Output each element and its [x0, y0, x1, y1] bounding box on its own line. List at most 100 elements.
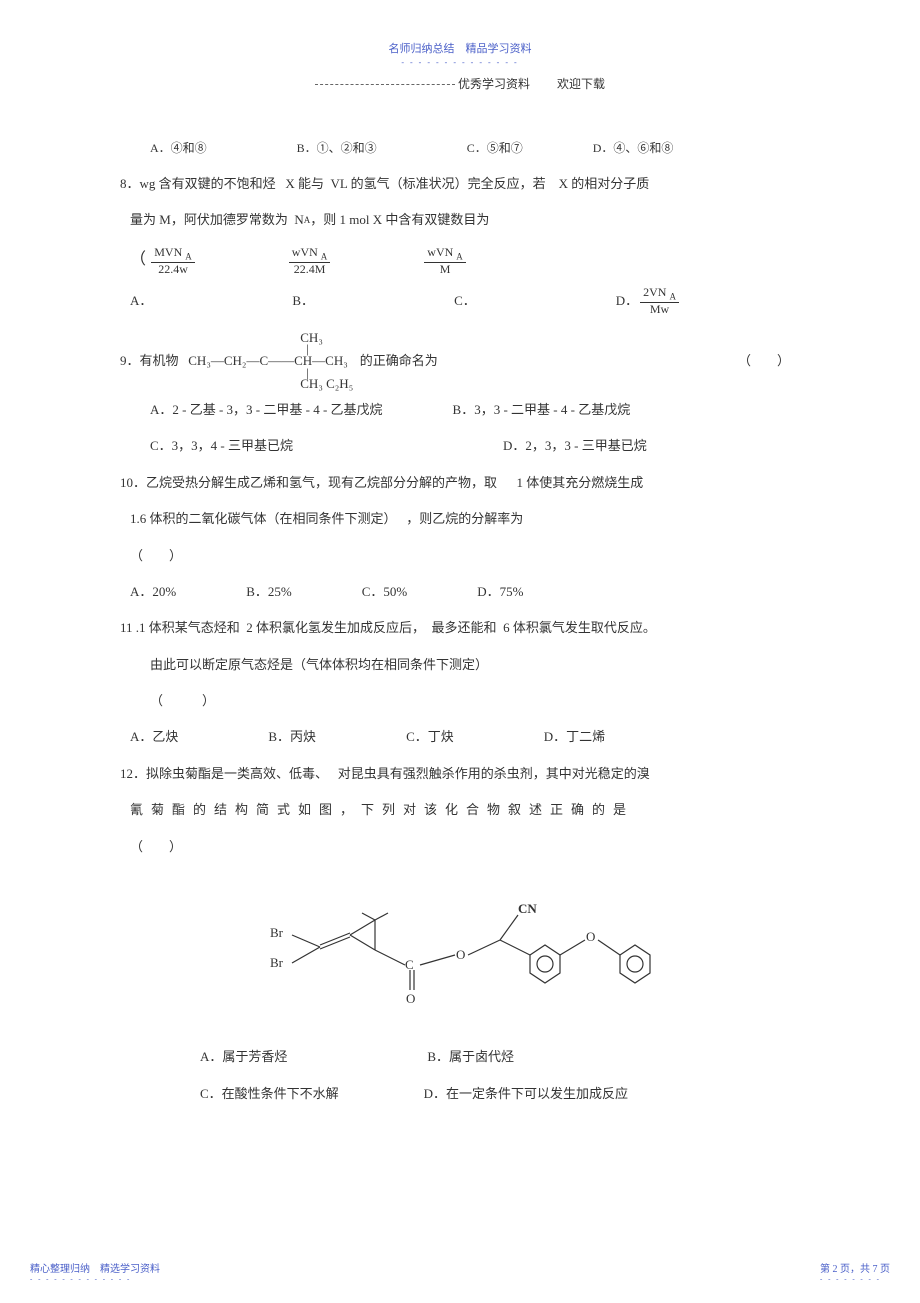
- footer-left-text: 精心整理归纳 精选学习资料: [30, 1264, 160, 1275]
- q12-s1a: 12．拟除虫菊酯是一类高效、低毒、: [120, 756, 328, 792]
- q11-optA: A．乙炔: [130, 719, 178, 755]
- q12-s1b: 对昆虫具有强烈触杀作用的杀虫剂，其中对光稳定的溴: [338, 756, 650, 792]
- q9-sa: 9．有机物: [120, 343, 179, 379]
- q8-optB: B．: [292, 283, 314, 319]
- q8-f4s: A: [669, 292, 676, 302]
- q11-s2: 由此可以断定原气态烃是（气体体积均在相同条件下测定）: [150, 647, 488, 683]
- q11-paren: （ ）: [120, 683, 800, 719]
- q12-optC: C．在酸性条件下不水解: [200, 1076, 339, 1112]
- q8-frac1: MVN A 22.4w: [151, 246, 195, 276]
- q11-optC: C．丁炔: [406, 719, 454, 755]
- q9-optA: A．2 - 乙基 - 3，3 - 二甲基 - 4 - 乙基戊烷: [150, 392, 383, 428]
- q8-f3d: M: [437, 263, 454, 276]
- footer-ra: 第: [820, 1264, 830, 1275]
- header-sub-left: 优秀学习资料: [458, 77, 530, 91]
- footer-rd: 7: [873, 1264, 878, 1275]
- q12-o3: O: [586, 929, 595, 944]
- q12-optA: A．属于芳香烃: [200, 1039, 287, 1075]
- q8-s1a: 8．wg 含有双键的不饱和烃: [120, 166, 276, 202]
- q10-paren-text: （ ）: [130, 538, 182, 574]
- q12-br1: Br: [270, 925, 284, 940]
- q8-s2e: 中含有双键数目为: [385, 202, 489, 238]
- header-sub: 优秀学习资料 欢迎下载: [120, 75, 800, 92]
- q9-st1: CH₃: [188, 330, 353, 346]
- q8-options: A． B． C． D． 2VN A Mw: [120, 283, 800, 319]
- q12-o1: O: [406, 991, 415, 1005]
- q12-optD: D．在一定条件下可以发生加成反应: [424, 1076, 628, 1112]
- q12-br2: Br: [270, 955, 284, 970]
- q8-s1b: X 能与: [285, 166, 324, 202]
- q7-options: A．④和⑧ B．①、②和③ C．⑤和⑦ D．④、⑥和⑧: [120, 132, 800, 166]
- q12-paren: （ ）: [120, 829, 800, 865]
- q11-s1b: 2 体积氯化氢发生加成反应后，: [246, 610, 425, 646]
- q11-stem-1: 11 .1 体积某气态烃和 2 体积氯化氢发生加成反应后， 最多还能和 6 体积…: [120, 610, 800, 646]
- footer-rb: 2: [833, 1264, 838, 1275]
- q9-optC: C．3，3，4 - 三甲基已烷: [150, 428, 293, 464]
- q11-stem-2: 由此可以断定原气态烃是（气体体积均在相同条件下测定）: [120, 647, 800, 683]
- q8-s1c: VL 的氢气（标准状况）完全反应，若: [331, 166, 546, 202]
- q12-s2: 氰菊酯的结构简式如图，下列对该化合物叙述正确的是: [130, 792, 634, 828]
- q8-frac2: wVN A 22.4M: [289, 246, 331, 276]
- q8-s1d: X 的相对分子质: [559, 166, 650, 202]
- document-content: A．④和⑧ B．①、②和③ C．⑤和⑦ D．④、⑥和⑧ 8．wg 含有双键的不饱…: [120, 132, 800, 1112]
- q9-st3: CH₃ C₂H₅: [188, 376, 353, 392]
- q8-f1d: 22.4w: [155, 263, 191, 276]
- q11-s1d: 6 体积氯气发生取代反应。: [503, 610, 656, 646]
- q9-stem: 9．有机物 CH₃ | CH₃—CH₂—C——CH—CH₃ | CH₃ C₂H₅…: [120, 330, 800, 392]
- q8-frac3: wVN A M: [424, 246, 466, 276]
- q9-paren: （ ）: [738, 343, 800, 379]
- q12-paren-text: （ ）: [130, 829, 182, 865]
- q7-optC: C．⑤和⑦: [467, 132, 523, 166]
- q12-opts-1: A．属于芳香烃 B．属于卤代烃: [120, 1039, 800, 1075]
- q10-options: A．20% B．25% C．50% D．75%: [120, 574, 800, 610]
- footer-re: 页: [880, 1264, 890, 1275]
- q11-s1a: 11 .1 体积某气态烃和: [120, 610, 240, 646]
- q8-f1n: MVN: [154, 245, 182, 259]
- q7-optA: A．④和⑧: [150, 132, 207, 166]
- q9-opts-2: C．3，3，4 - 三甲基已烷 D．2，3，3 - 三甲基已烷: [120, 428, 800, 464]
- q8-s2c: ，则: [310, 202, 336, 238]
- q10-stem-1: 10．乙烷受热分解生成乙烯和氢气，现有乙烷部分分解的产物，取 1 体使其充分燃烧…: [120, 465, 800, 501]
- q8-f2s: A: [321, 251, 328, 261]
- q10-stem-2: 1.6 体积的二氧化碳气体（在相同条件下测定） ，则乙烷的分解率为: [120, 501, 800, 537]
- q8-optC: C．: [454, 283, 476, 319]
- q9-optD: D．2，3，3 - 三甲基已烷: [503, 428, 647, 464]
- footer-rc: 页，共: [840, 1264, 870, 1275]
- q10-optB: B．25%: [246, 574, 292, 610]
- q12-cn: CN: [518, 901, 537, 916]
- q8-na: N: [294, 202, 303, 238]
- header-dots: - - - - - - - - - - - - - -: [120, 58, 800, 67]
- q8-frac4: 2VN A Mw: [640, 286, 679, 316]
- q8-stem-2: 量为 M，阿伏加德罗常数为 NA ，则 1 mol X 中含有双键数目为: [120, 202, 800, 238]
- footer-left: 精心整理归纳 精选学习资料 - - - - - - - - - - - - -: [30, 1260, 160, 1283]
- q11-s1c: 最多还能和: [432, 610, 497, 646]
- q11-paren-text: （ ）: [150, 683, 215, 719]
- q9-optB: B．3，3 - 二甲基 - 4 - 乙基戊烷: [453, 392, 631, 428]
- q10-s2: 1.6 体积的二氧化碳气体（在相同条件下测定）: [130, 501, 397, 537]
- q8-stem-1: 8．wg 含有双键的不饱和烃 X 能与 VL 的氢气（标准状况）完全反应，若 X…: [120, 166, 800, 202]
- q12-c: C: [405, 957, 414, 972]
- q8-f3s: A: [456, 251, 463, 261]
- q8-s2a: 量为: [130, 202, 156, 238]
- q12-diagram: Br Br C O O CN O: [120, 885, 800, 1019]
- q8-fracs: （ MVN A 22.4w wVN A 22.4M wVN A M: [120, 238, 800, 283]
- q9-sb: 的正确命名为: [360, 343, 438, 379]
- q12-optB: B．属于卤代烃: [427, 1039, 514, 1075]
- q8-f3n: wVN: [427, 245, 453, 259]
- q12-o2: O: [456, 947, 465, 962]
- q10-optA: A．20%: [130, 574, 176, 610]
- q11-optD: D．丁二烯: [544, 719, 605, 755]
- q9-opts-1: A．2 - 乙基 - 3，3 - 二甲基 - 4 - 乙基戊烷 B．3，3 - …: [120, 392, 800, 428]
- q12-stem-2: 氰菊酯的结构简式如图，下列对该化合物叙述正确的是: [120, 792, 800, 828]
- q11-optB: B．丙炔: [268, 719, 316, 755]
- q8-f1s: A: [185, 251, 192, 261]
- q8-s2d: 1 mol X: [339, 202, 382, 238]
- q9-st2: CH₃—CH₂—C——CH—CH₃: [188, 353, 353, 369]
- q9-structure: CH₃ | CH₃—CH₂—C——CH—CH₃ | CH₃ C₂H₅: [188, 330, 353, 392]
- q10-s2b: ，则乙烷的分解率为: [406, 501, 523, 537]
- q7-optD: D．④、⑥和⑧: [593, 132, 674, 166]
- q8-f2d: 22.4M: [291, 263, 329, 276]
- q12-opts-2: C．在酸性条件下不水解 D．在一定条件下可以发生加成反应: [120, 1076, 800, 1112]
- q8-optD: D．: [616, 283, 638, 319]
- q8-optA: A．: [130, 283, 152, 319]
